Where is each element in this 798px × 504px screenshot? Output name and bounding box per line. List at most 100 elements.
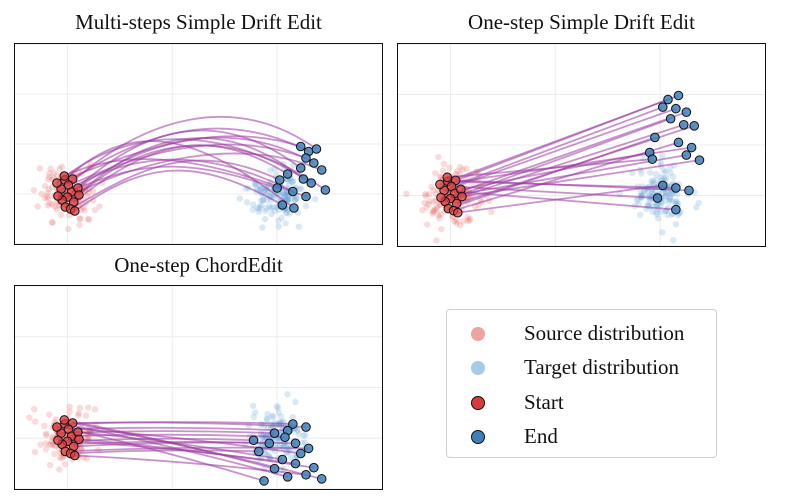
source-distribution-point bbox=[421, 199, 428, 207]
source-distribution-point bbox=[58, 163, 66, 170]
end-point bbox=[290, 438, 301, 449]
source-distribution-point bbox=[428, 183, 435, 190]
target-distribution-point bbox=[660, 167, 668, 174]
source-distribution-point bbox=[81, 207, 88, 214]
source-distribution-point bbox=[34, 203, 41, 210]
source-distribution-point bbox=[450, 218, 458, 225]
target-distribution-point bbox=[250, 413, 257, 421]
legend-item-source: Source distribution bbox=[447, 320, 716, 350]
legend: Source distribution Target distribution … bbox=[446, 309, 717, 458]
target-distribution-point bbox=[670, 236, 677, 244]
end-point bbox=[295, 141, 306, 152]
target-distribution-point bbox=[653, 211, 660, 218]
end-point bbox=[650, 132, 660, 143]
legend-marker-target bbox=[471, 361, 485, 375]
source-distribution-point bbox=[46, 173, 53, 180]
legend-marker-start bbox=[471, 396, 485, 410]
source-distribution-point bbox=[425, 200, 432, 208]
source-distribution-point bbox=[75, 410, 82, 417]
source-distribution-point bbox=[463, 165, 470, 172]
source-distribution-point bbox=[42, 430, 50, 437]
end-point bbox=[253, 446, 264, 457]
source-distribution-point bbox=[429, 210, 436, 217]
legend-label-end: End bbox=[524, 424, 558, 448]
target-distribution-point bbox=[249, 201, 257, 208]
end-point bbox=[288, 186, 298, 197]
end-point bbox=[259, 476, 269, 486]
target-distribution-point bbox=[666, 164, 674, 171]
start-point bbox=[59, 415, 70, 425]
target-distribution-point bbox=[648, 188, 656, 196]
target-distribution-point bbox=[664, 211, 671, 219]
end-point bbox=[295, 448, 306, 459]
source-distribution-point bbox=[47, 441, 55, 448]
target-distribution-point bbox=[301, 439, 309, 446]
source-distribution-point bbox=[85, 216, 93, 223]
target-distribution-point bbox=[285, 182, 293, 189]
target-distribution-point bbox=[290, 178, 297, 185]
end-point bbox=[301, 422, 311, 432]
end-point bbox=[681, 150, 692, 160]
end-point bbox=[671, 183, 681, 193]
target-distribution-point bbox=[258, 185, 265, 192]
source-distribution-point bbox=[466, 217, 473, 224]
legend-item-end: End bbox=[447, 423, 716, 453]
source-distribution-point bbox=[423, 204, 430, 211]
end-point bbox=[280, 432, 290, 443]
source-distribution-point bbox=[76, 404, 84, 411]
source-distribution-point bbox=[46, 461, 54, 469]
end-point bbox=[301, 469, 311, 480]
legend-label-source: Source distribution bbox=[524, 321, 685, 345]
end-point bbox=[289, 203, 299, 213]
source-distribution-point bbox=[422, 190, 429, 198]
source-distribution-point bbox=[42, 446, 50, 453]
end-points bbox=[272, 141, 331, 213]
target-distribution-point bbox=[263, 415, 271, 422]
target-distribution-point bbox=[252, 409, 259, 416]
target-distribution-point bbox=[293, 195, 301, 202]
chart-title-multi-step: Multi-steps Simple Drift Edit bbox=[75, 10, 322, 34]
target-distribution-point bbox=[672, 198, 679, 206]
source-distribution-point bbox=[433, 204, 441, 211]
end-point bbox=[303, 443, 314, 454]
target-distribution-point bbox=[283, 209, 291, 216]
target-distribution-point bbox=[653, 201, 660, 209]
source-distribution-point bbox=[44, 175, 52, 183]
source-distribution-point bbox=[58, 454, 66, 462]
source-distribution-point bbox=[31, 448, 39, 456]
end-point bbox=[663, 94, 673, 105]
end-point bbox=[694, 155, 705, 165]
end-point bbox=[274, 175, 285, 185]
source-distribution-point bbox=[75, 412, 82, 419]
source-distribution-point bbox=[53, 172, 60, 179]
target-distribution-point bbox=[258, 201, 265, 209]
start-points bbox=[52, 415, 84, 461]
target-distribution-point bbox=[668, 191, 676, 198]
target-distribution-point bbox=[268, 210, 275, 218]
target-distribution-point bbox=[255, 208, 262, 215]
legend-marker-source bbox=[471, 327, 485, 341]
target-distribution-point bbox=[649, 208, 656, 215]
target-distribution-point bbox=[292, 398, 299, 406]
source-distribution-point bbox=[85, 404, 92, 411]
end-point bbox=[652, 193, 663, 203]
target-distribution-point bbox=[236, 195, 243, 202]
trajectory-line bbox=[443, 107, 677, 192]
source-distribution-point bbox=[433, 206, 440, 213]
trajectory-line bbox=[65, 446, 309, 453]
target-distribution-point bbox=[284, 391, 291, 398]
target-distribution-point bbox=[259, 196, 267, 203]
source-distribution-point bbox=[436, 173, 444, 180]
trajectories bbox=[56, 419, 322, 482]
target-distribution-point bbox=[292, 194, 300, 201]
target-distribution-point bbox=[291, 196, 299, 203]
target-distribution-point bbox=[281, 193, 289, 200]
target-distribution-point bbox=[302, 202, 310, 210]
start-points bbox=[52, 171, 84, 216]
source-distribution-point bbox=[45, 411, 53, 418]
source-distribution-point bbox=[53, 206, 60, 213]
end-point bbox=[290, 458, 301, 469]
source-distribution-point bbox=[456, 170, 463, 177]
target-distribution-point bbox=[295, 430, 303, 438]
target-distribution-point bbox=[284, 195, 292, 203]
